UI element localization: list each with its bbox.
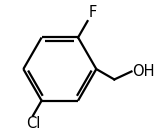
Text: Cl: Cl	[26, 116, 40, 131]
Text: OH: OH	[132, 64, 155, 79]
Text: F: F	[88, 5, 96, 20]
